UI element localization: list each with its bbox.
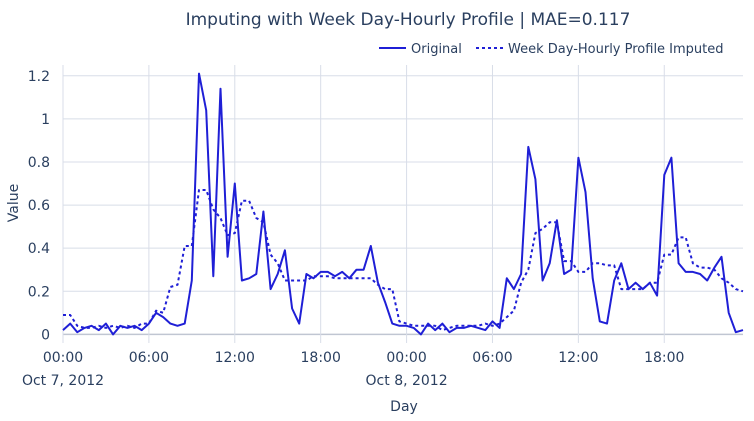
y-tick-label: 0.6 xyxy=(28,198,50,214)
x-tick-label: 00:00 xyxy=(43,350,83,366)
x-tick-label: 12:00 xyxy=(215,350,255,366)
series-line-original xyxy=(62,72,744,336)
y-tick-label: 0.4 xyxy=(28,241,50,257)
y-axis-ticks: 0 0.2 0.4 0.6 0.8 1 1.2 xyxy=(28,69,50,344)
x-tick-date-label: Oct 8, 2012 xyxy=(366,373,448,389)
y-axis-label: Value xyxy=(6,184,22,222)
x-tick-date-label: Oct 7, 2012 xyxy=(22,373,104,389)
y-tick-label: 0.8 xyxy=(28,155,50,171)
series-lines xyxy=(62,72,744,336)
chart-title: Imputing with Week Day-Hourly Profile | … xyxy=(186,10,631,30)
legend-label-imputed: Week Day-Hourly Profile Imputed xyxy=(508,42,724,57)
x-tick-label: 12:00 xyxy=(558,350,598,366)
x-tick-label: 18:00 xyxy=(644,350,684,366)
x-axis-ticks: 00:00 Oct 7, 2012 06:00 12:00 18:00 00:00 Oct … xyxy=(22,350,684,389)
legend: Original Week Day-Hourly Profile Imputed xyxy=(379,42,724,57)
grid xyxy=(62,65,743,343)
y-tick-label: 0 xyxy=(41,327,50,343)
y-tick-label: 0.2 xyxy=(28,284,50,300)
x-tick-label: 18:00 xyxy=(301,350,341,366)
y-tick-label: 1.2 xyxy=(28,69,50,85)
x-tick-label: 00:00 xyxy=(386,350,426,366)
x-axis-label: Day xyxy=(390,399,418,415)
y-tick-label: 1 xyxy=(41,112,50,128)
x-tick-label: 06:00 xyxy=(129,350,169,366)
legend-label-original: Original xyxy=(411,42,462,57)
series-line-imputed xyxy=(63,189,744,332)
x-tick-label: 06:00 xyxy=(472,350,512,366)
